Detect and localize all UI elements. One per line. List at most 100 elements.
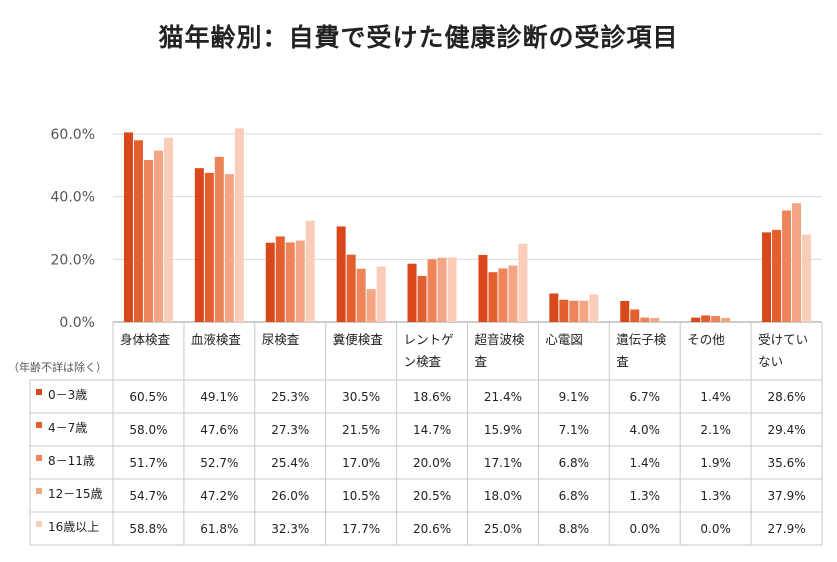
data-label: 25.3%	[271, 390, 309, 404]
data-label: 6.8%	[559, 456, 590, 470]
legend-label: 0－3歳	[48, 388, 87, 402]
bar-4-0	[407, 263, 417, 322]
y-tick-label: 60.0%	[51, 127, 95, 143]
data-label: 9.1%	[559, 390, 590, 404]
category-label: 身体検査	[120, 332, 171, 347]
data-label: 20.5%	[413, 489, 451, 503]
data-label: 0.0%	[630, 522, 661, 536]
data-label: 37.9%	[767, 489, 805, 503]
category-label: レントゲ	[404, 332, 454, 347]
bar-5-1	[488, 272, 498, 322]
data-label: 18.6%	[413, 390, 451, 404]
bar-6-4	[589, 294, 599, 322]
data-label: 1.3%	[630, 489, 661, 503]
bar-7-3	[650, 317, 660, 322]
y-tick-label: 20.0%	[51, 252, 95, 268]
category-label: 血液検査	[191, 332, 242, 347]
bar-0-4	[163, 137, 173, 322]
data-label: 6.7%	[630, 390, 661, 404]
category-label: ン検査	[404, 354, 442, 369]
category-label: 遺伝子検	[616, 332, 667, 347]
data-label: 10.5%	[342, 489, 380, 503]
bar-8-1	[701, 315, 711, 322]
data-label: 25.4%	[271, 456, 309, 470]
category-label: 心電図	[545, 332, 583, 347]
bar-9-4	[802, 234, 812, 322]
data-label: 1.9%	[700, 456, 731, 470]
data-label: 0.0%	[700, 522, 731, 536]
bar-5-4	[518, 243, 528, 322]
data-label: 1.4%	[700, 390, 731, 404]
data-label: 7.1%	[559, 423, 590, 437]
bar-2-4	[305, 220, 315, 322]
bar-7-0	[620, 301, 630, 322]
category-label: 査	[475, 354, 488, 369]
bar-5-3	[508, 265, 518, 322]
bar-0-1	[133, 140, 143, 322]
bar-3-2	[356, 268, 366, 322]
bar-0-0	[123, 132, 133, 322]
bar-1-4	[234, 128, 244, 322]
data-label: 17.1%	[484, 456, 522, 470]
data-label: 4.0%	[630, 423, 661, 437]
bar-2-3	[295, 240, 305, 322]
data-label: 58.0%	[129, 423, 167, 437]
bar-1-3	[224, 174, 234, 322]
category-label: 尿検査	[262, 332, 300, 347]
data-label: 1.3%	[700, 489, 731, 503]
data-label: 27.9%	[767, 522, 805, 536]
bar-1-2	[214, 156, 224, 322]
bar-3-3	[366, 289, 376, 322]
data-label: 20.6%	[413, 522, 451, 536]
category-label: 査	[616, 354, 629, 369]
data-label: 28.6%	[767, 390, 805, 404]
bar-2-1	[275, 236, 285, 322]
chart-title: 猫年齢別：自費で受けた健康診断の受診項目	[158, 23, 679, 52]
data-label: 60.5%	[129, 390, 167, 404]
y-tick-label: 40.0%	[51, 190, 95, 206]
bar-6-0	[549, 293, 559, 322]
bar-3-4	[376, 266, 386, 322]
bar-5-2	[498, 268, 508, 322]
category-label: その他	[687, 332, 725, 347]
bar-1-1	[204, 172, 214, 322]
legend-swatch	[36, 422, 42, 428]
data-label: 52.7%	[200, 456, 238, 470]
data-label: 21.5%	[342, 423, 380, 437]
data-label: 14.7%	[413, 423, 451, 437]
bar-8-0	[691, 317, 701, 322]
legend-swatch	[36, 389, 42, 395]
data-label: 32.3%	[271, 522, 309, 536]
y-tick-label: 0.0%	[59, 315, 95, 331]
data-label: 20.0%	[413, 456, 451, 470]
bar-4-4	[447, 257, 457, 322]
category-label: 糞便検査	[333, 332, 384, 347]
bar-4-1	[417, 275, 427, 322]
bar-3-1	[346, 254, 356, 322]
bar-1-0	[194, 168, 204, 322]
data-label: 26.0%	[271, 489, 309, 503]
bar-9-2	[782, 210, 792, 322]
data-label: 47.6%	[200, 423, 238, 437]
data-label: 47.2%	[200, 489, 238, 503]
legend-label: 4－7歳	[48, 421, 87, 435]
bar-7-1	[630, 309, 640, 322]
legend-label: 8－11歳	[48, 454, 95, 468]
bar-4-2	[427, 259, 437, 322]
legend-swatch	[36, 521, 42, 527]
data-label: 29.4%	[767, 423, 805, 437]
legend-label: 16歳以上	[48, 520, 99, 534]
data-label: 27.3%	[271, 423, 309, 437]
data-label: 18.0%	[484, 489, 522, 503]
data-label: 17.7%	[342, 522, 380, 536]
data-label: 49.1%	[200, 390, 238, 404]
bar-6-3	[579, 300, 589, 322]
bar-9-3	[792, 203, 802, 322]
bar-7-2	[640, 317, 650, 322]
bar-8-2	[711, 316, 721, 322]
bar-6-1	[559, 299, 569, 322]
data-label: 30.5%	[342, 390, 380, 404]
bar-0-3	[153, 150, 163, 322]
data-label: 51.7%	[129, 456, 167, 470]
